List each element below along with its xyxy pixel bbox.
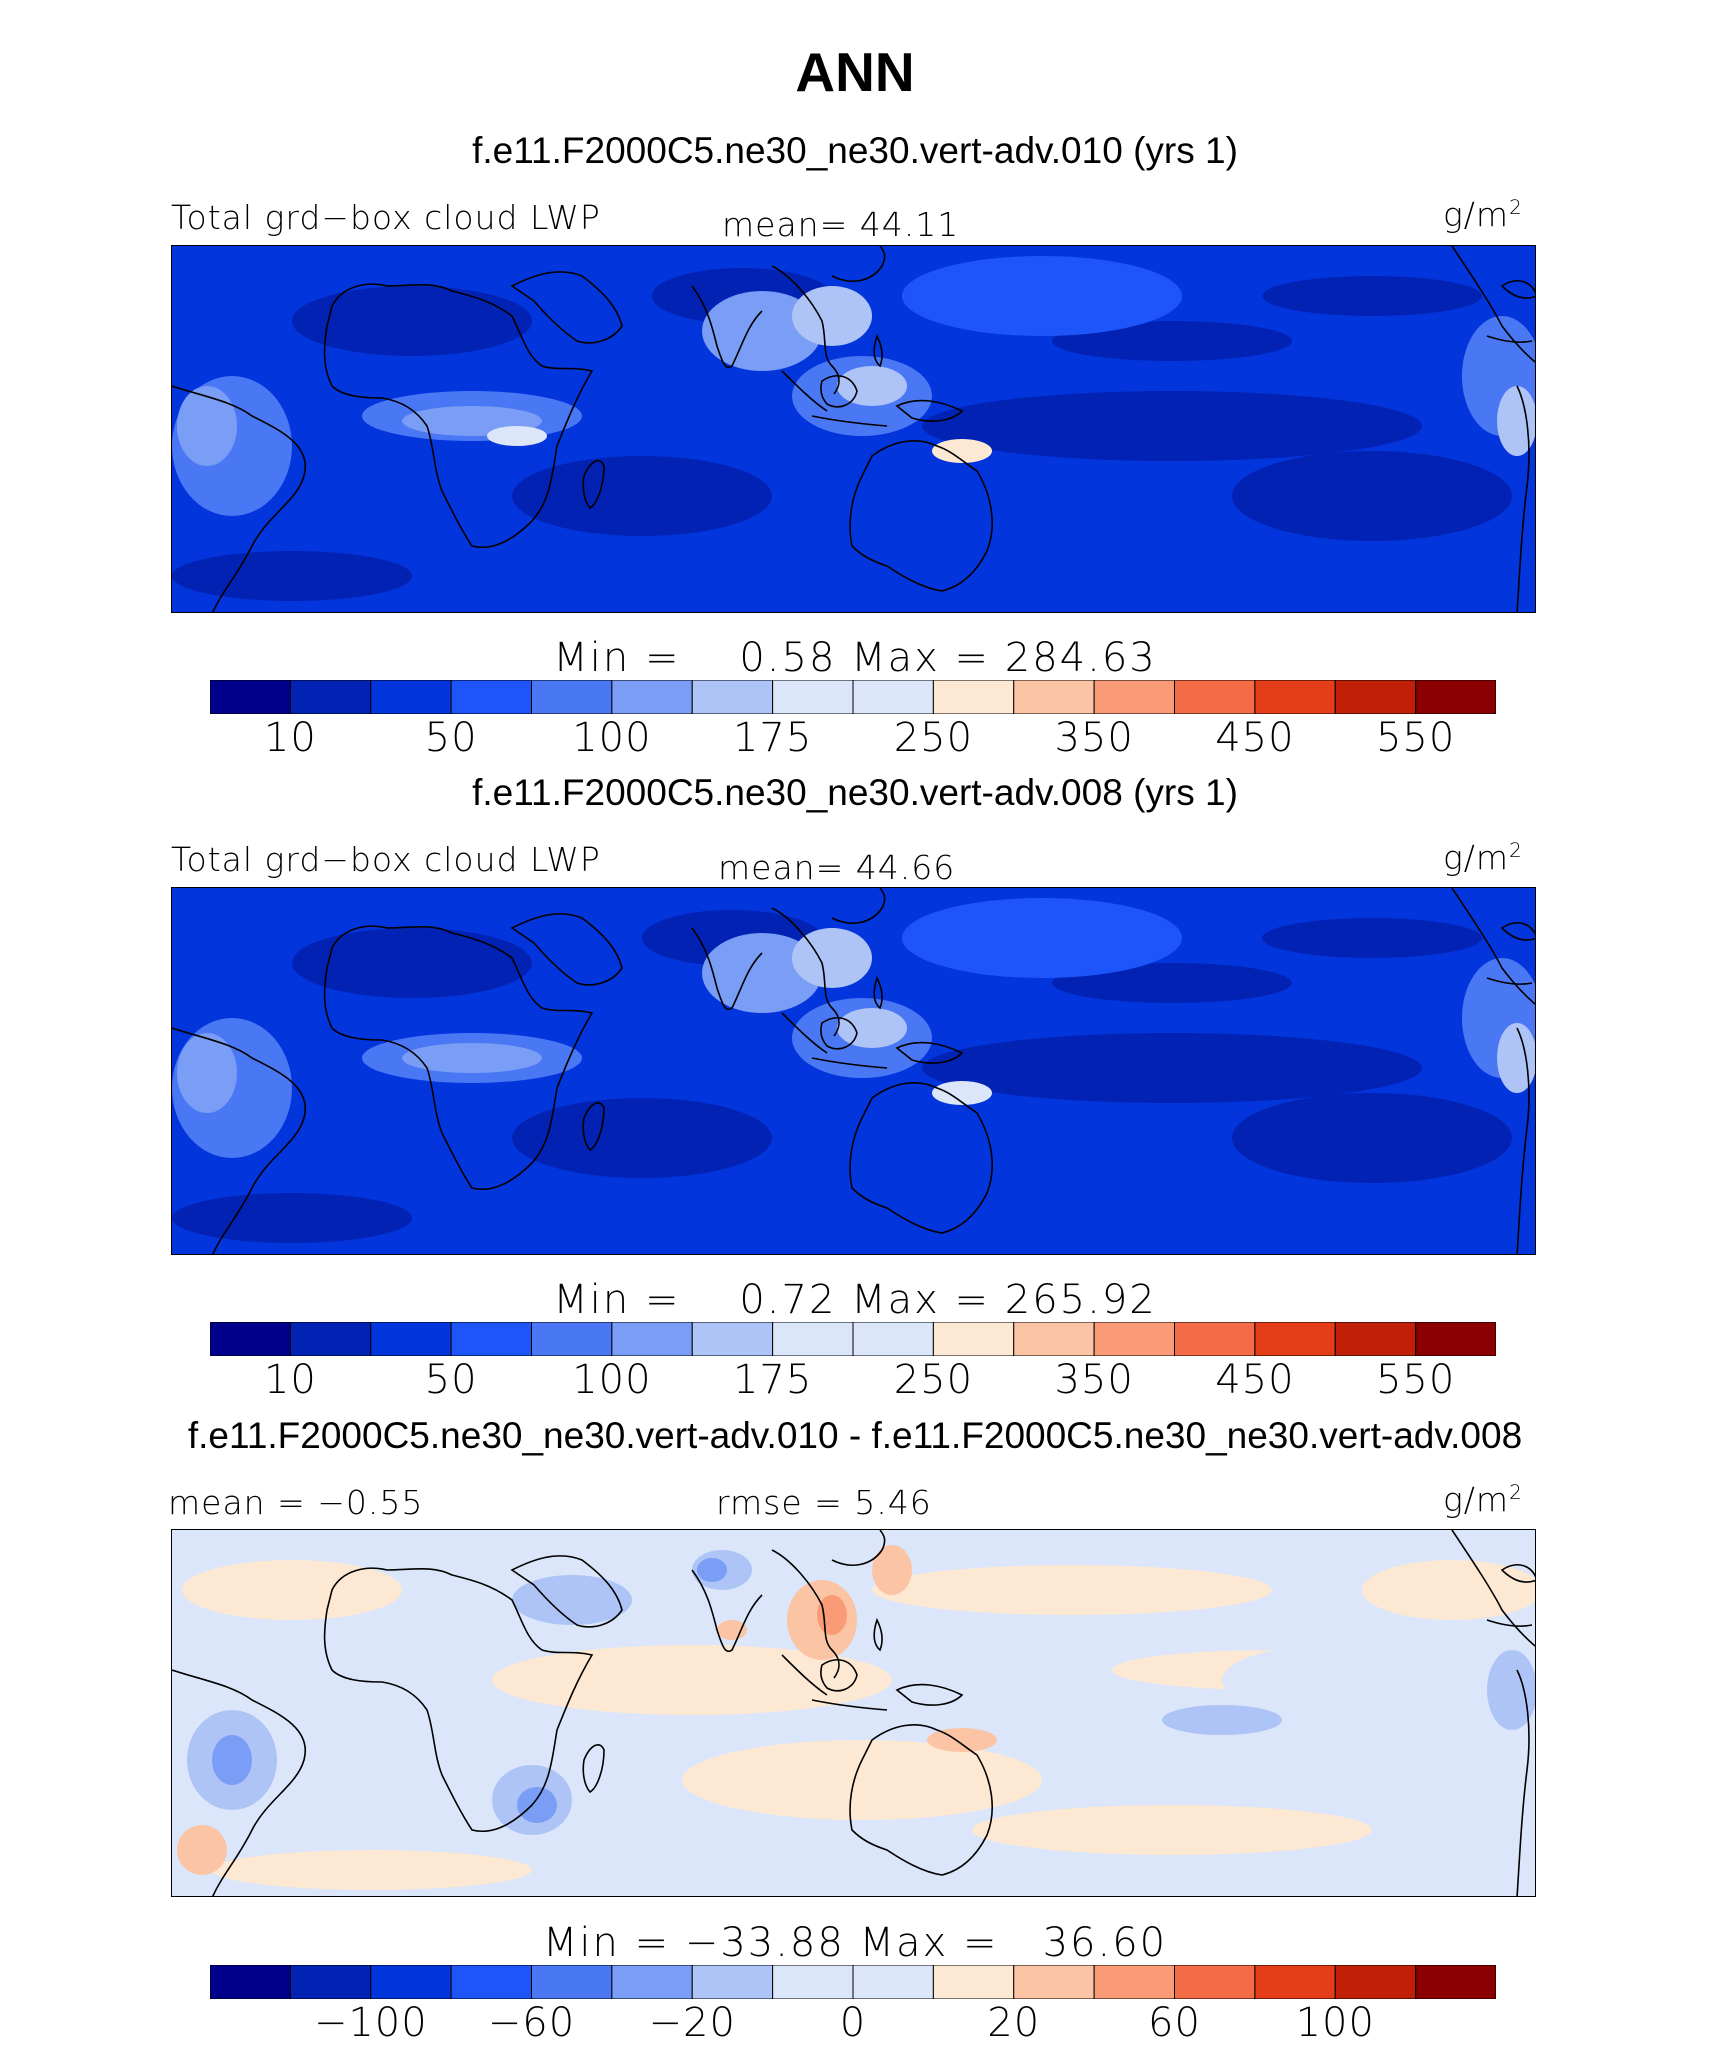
panel-2-colorbar — [210, 1322, 1496, 1356]
colorbar-tick-label: 175 — [732, 1357, 813, 1403]
colorbar-tick-label: 10 — [263, 715, 317, 761]
colorbar-box — [691, 680, 774, 714]
colorbar-box — [1415, 1965, 1496, 1999]
panel-3-mean-label: mean = −0.55 — [168, 1483, 424, 1522]
colorbar-box — [1093, 1322, 1176, 1356]
colorbar-tick-label: 20 — [987, 2000, 1041, 2046]
colorbar-box — [772, 680, 854, 714]
panel-3-colorbar-ticks: −100 −60 −20 0 20 60 100 — [210, 2000, 1496, 2050]
panel-1-colorbar-ticks: 10 50 100 175 250 350 450 550 — [210, 715, 1496, 765]
colorbar-box — [611, 1322, 693, 1356]
colorbar-tick-label: 250 — [893, 715, 974, 761]
panel-2-minmax: Min = 0.72 Max = 265.92 — [553, 1277, 1157, 1323]
colorbar-box — [210, 1322, 291, 1356]
colorbar-box — [691, 1322, 774, 1356]
colorbar-box — [1415, 680, 1496, 714]
panel-1-minmax: Min = 0.58 Max = 284.63 — [553, 635, 1157, 681]
panel-3-units: g/m2 — [1443, 1480, 1523, 1519]
colorbar-tick-label: 550 — [1375, 715, 1456, 761]
panel-1-colorbar-svg — [210, 680, 1496, 714]
colorbar-box — [1013, 680, 1095, 714]
colorbar-box — [852, 1322, 934, 1356]
panel-3-case-title: f.e11.F2000C5.ne30_ne30.vert-adv.010 - f… — [187, 1415, 1523, 1456]
panel-3-map — [171, 1529, 1536, 1897]
panel-3-rmse-label: rmse = 5.46 — [716, 1483, 932, 1522]
colorbar-tick-label: 350 — [1054, 715, 1134, 761]
colorbar-box — [1174, 1965, 1256, 1999]
panel-3-minmax: Min = −33.88 Max = 36.60 — [542, 1920, 1168, 1966]
colorbar-box — [450, 1322, 533, 1356]
colorbar-box — [611, 680, 693, 714]
colorbar-tick-label: 100 — [572, 1357, 652, 1403]
colorbar-box — [852, 1965, 934, 1999]
panel-2-colorbar-svg — [210, 1322, 1496, 1356]
colorbar-tick-label: 50 — [424, 1357, 478, 1403]
colorbar-tick-label: −100 — [313, 2000, 428, 2046]
colorbar-tick-label: −60 — [487, 2000, 576, 2046]
colorbar-box — [1334, 1322, 1417, 1356]
panel-2-colorbar-ticks: 10 50 100 175 250 350 450 550 — [210, 1357, 1496, 1407]
colorbar-box — [1093, 1965, 1176, 1999]
panel-1-mean-label: mean= 44.11 — [722, 205, 960, 244]
colorbar-tick-label: 250 — [893, 1357, 974, 1403]
colorbar-box — [772, 1965, 854, 1999]
colorbar-box — [1415, 1322, 1496, 1356]
panel-1-map — [171, 245, 1536, 613]
panel-3-colorbar — [210, 1965, 1496, 1999]
colorbar-box — [1013, 1322, 1095, 1356]
colorbar-box — [531, 680, 613, 714]
colorbar-box — [370, 680, 452, 714]
colorbar-tick-label: 0 — [839, 2000, 867, 2046]
colorbar-tick-label: 350 — [1054, 1357, 1134, 1403]
colorbar-box — [932, 1322, 1015, 1356]
colorbar-tick-label: 450 — [1215, 715, 1295, 761]
colorbar-tick-label: 100 — [572, 715, 652, 761]
colorbar-tick-label: 10 — [263, 1357, 317, 1403]
colorbar-box — [1334, 1965, 1417, 1999]
colorbar-box — [1334, 680, 1417, 714]
colorbar-tick-label: 175 — [732, 715, 813, 761]
colorbar-box — [210, 680, 291, 714]
colorbar-box — [1013, 1965, 1095, 1999]
panel-1-variable-label: Total grd−box cloud LWP — [171, 198, 601, 237]
colorbar-box — [772, 1322, 854, 1356]
colorbar-tick-label: 60 — [1148, 2000, 1201, 2046]
colorbar-tick-label: 450 — [1215, 1357, 1295, 1403]
panel-2-mean-label: mean= 44.66 — [718, 848, 956, 887]
colorbar-tick-label: 100 — [1295, 2000, 1375, 2046]
panel-1-colorbar — [210, 680, 1496, 714]
colorbar-box — [1174, 1322, 1256, 1356]
colorbar-box — [611, 1965, 693, 1999]
colorbar-tick-label: 550 — [1375, 1357, 1456, 1403]
colorbar-box — [289, 1965, 372, 1999]
panel-2-variable-label: Total grd−box cloud LWP — [171, 840, 601, 879]
panel-2-map — [171, 887, 1536, 1255]
colorbar-box — [370, 1322, 452, 1356]
colorbar-tick-label: 50 — [424, 715, 478, 761]
colorbar-box — [691, 1965, 774, 1999]
colorbar-box — [210, 1965, 291, 1999]
colorbar-box — [531, 1965, 613, 1999]
colorbar-box — [932, 1965, 1015, 1999]
colorbar-box — [531, 1322, 613, 1356]
colorbar-box — [1093, 680, 1176, 714]
figure-title: ANN — [795, 41, 915, 103]
colorbar-box — [1254, 1322, 1336, 1356]
panel-1-units: g/m2 — [1443, 195, 1523, 234]
colorbar-box — [450, 1965, 533, 1999]
colorbar-box — [1174, 680, 1256, 714]
panel-2-units: g/m2 — [1443, 838, 1523, 877]
colorbar-box — [1254, 1965, 1336, 1999]
colorbar-box — [370, 1965, 452, 1999]
colorbar-box — [450, 680, 533, 714]
panel-3-colorbar-svg — [210, 1965, 1496, 1999]
colorbar-box — [1254, 680, 1336, 714]
colorbar-box — [932, 680, 1015, 714]
panel-2-case-title: f.e11.F2000C5.ne30_ne30.vert-adv.008 (yr… — [472, 772, 1238, 813]
colorbar-tick-label: −20 — [648, 2000, 736, 2046]
colorbar-box — [852, 680, 934, 714]
panel-1-case-title: f.e11.F2000C5.ne30_ne30.vert-adv.010 (yr… — [472, 130, 1238, 171]
colorbar-box — [289, 680, 372, 714]
colorbar-box — [289, 1322, 372, 1356]
